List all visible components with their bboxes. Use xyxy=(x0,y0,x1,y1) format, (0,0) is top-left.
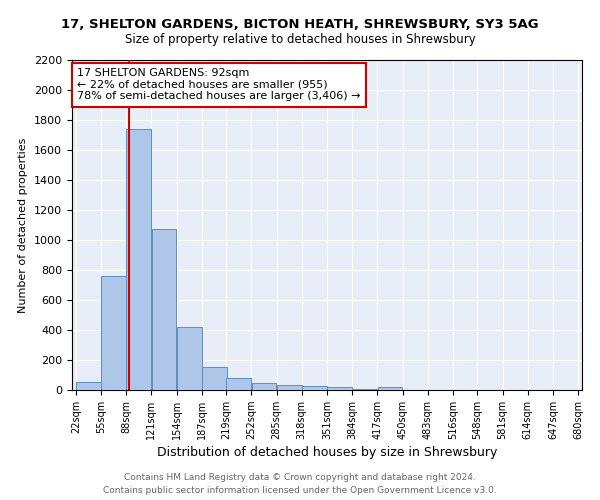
X-axis label: Distribution of detached houses by size in Shrewsbury: Distribution of detached houses by size … xyxy=(157,446,497,459)
Bar xyxy=(327,387,352,390)
Text: 17 SHELTON GARDENS: 92sqm
← 22% of detached houses are smaller (955)
78% of semi: 17 SHELTON GARDENS: 92sqm ← 22% of detac… xyxy=(77,68,361,102)
Text: 17, SHELTON GARDENS, BICTON HEATH, SHREWSBURY, SY3 5AG: 17, SHELTON GARDENS, BICTON HEATH, SHREW… xyxy=(61,18,539,30)
Bar xyxy=(277,385,302,390)
Bar xyxy=(202,367,227,390)
Bar xyxy=(302,386,327,390)
Bar xyxy=(101,276,126,390)
Bar xyxy=(226,378,251,390)
Y-axis label: Number of detached properties: Number of detached properties xyxy=(19,138,28,312)
Text: Contains HM Land Registry data © Crown copyright and database right 2024.: Contains HM Land Registry data © Crown c… xyxy=(124,472,476,482)
Bar xyxy=(177,327,202,390)
Bar xyxy=(377,387,403,390)
Text: Contains public sector information licensed under the Open Government Licence v3: Contains public sector information licen… xyxy=(103,486,497,495)
Bar xyxy=(251,383,277,390)
Bar xyxy=(127,129,151,390)
Bar xyxy=(352,389,377,390)
Bar xyxy=(152,229,176,390)
Bar xyxy=(76,382,101,390)
Text: Size of property relative to detached houses in Shrewsbury: Size of property relative to detached ho… xyxy=(125,32,475,46)
